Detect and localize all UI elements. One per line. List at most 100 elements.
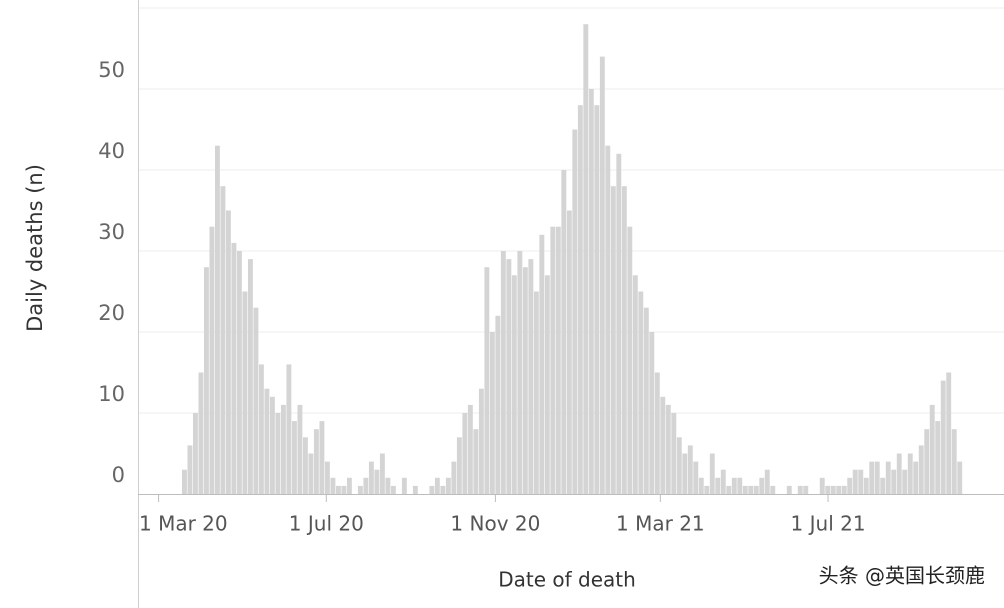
bar — [539, 234, 545, 495]
bar — [599, 56, 605, 494]
bar — [869, 461, 875, 494]
bar — [852, 469, 858, 494]
y-tick-label: 20 — [98, 301, 125, 325]
bar — [467, 404, 473, 494]
bar — [528, 259, 534, 494]
bar — [412, 485, 418, 494]
bar — [368, 461, 374, 494]
bar — [451, 461, 457, 494]
bar — [731, 477, 737, 494]
bar — [605, 145, 611, 494]
bar — [522, 267, 528, 494]
bar — [440, 485, 446, 494]
bar — [462, 413, 468, 494]
bar — [225, 210, 231, 494]
bar — [231, 242, 237, 494]
bar — [924, 429, 930, 494]
bar — [665, 404, 671, 494]
bar — [786, 485, 792, 494]
bar — [847, 477, 853, 494]
bar — [429, 485, 435, 494]
bar — [946, 372, 952, 494]
bar — [638, 291, 644, 494]
bar — [181, 469, 187, 494]
bar — [214, 145, 220, 494]
bar — [308, 453, 314, 494]
y-tick-label: 50 — [98, 58, 125, 82]
bar — [632, 275, 638, 494]
bar — [880, 477, 886, 494]
bar — [500, 251, 506, 494]
bar — [660, 396, 666, 494]
bar — [726, 485, 732, 494]
y-axis-label: Daily deaths (n) — [23, 164, 47, 332]
bar — [841, 485, 847, 494]
bar — [698, 477, 704, 494]
bar — [836, 485, 842, 494]
bar — [918, 445, 924, 494]
bar — [390, 485, 396, 494]
bar — [770, 485, 776, 494]
bar — [544, 275, 550, 494]
bar — [330, 477, 336, 494]
bar — [803, 485, 809, 494]
bar — [819, 477, 825, 494]
bar — [825, 485, 831, 494]
bar — [489, 332, 495, 494]
bar — [297, 404, 303, 494]
bar — [198, 372, 204, 494]
bar — [885, 461, 891, 494]
bar — [302, 437, 308, 494]
bar — [588, 89, 594, 494]
bar — [594, 105, 600, 494]
bar — [374, 469, 380, 494]
bar — [572, 129, 578, 494]
y-tick-label: 10 — [98, 382, 125, 406]
bar — [209, 226, 215, 494]
bar — [957, 461, 963, 494]
bar — [269, 396, 275, 494]
bar — [704, 485, 710, 494]
bar — [863, 477, 869, 494]
bar — [506, 259, 512, 494]
bar — [764, 469, 770, 494]
bar — [643, 307, 649, 494]
bar — [401, 477, 407, 494]
bar — [951, 429, 957, 494]
bar — [286, 364, 292, 494]
bar — [341, 485, 347, 494]
bar — [907, 453, 913, 494]
bar — [627, 226, 633, 494]
bar — [874, 461, 880, 494]
x-tick-label: 1 Mar 20 — [139, 512, 228, 536]
bar — [671, 413, 677, 494]
bar — [313, 429, 319, 494]
bar — [577, 105, 583, 494]
bar — [187, 445, 193, 494]
bar — [759, 477, 765, 494]
bar — [583, 24, 589, 494]
bar — [456, 437, 462, 494]
bar — [242, 291, 248, 494]
bar — [363, 477, 369, 494]
bar — [445, 477, 451, 494]
bar — [858, 469, 864, 494]
bar — [753, 485, 759, 494]
bar — [533, 291, 539, 494]
bar — [896, 453, 902, 494]
bar — [253, 307, 259, 494]
bar — [517, 251, 523, 494]
bar — [693, 461, 699, 494]
bar — [748, 485, 754, 494]
bar — [687, 445, 693, 494]
bar — [434, 477, 440, 494]
bar — [324, 461, 330, 494]
y-tick-label: 30 — [98, 220, 125, 244]
bar — [709, 453, 715, 494]
y-tick-label: 40 — [98, 139, 125, 163]
y-tick-label: 0 — [112, 463, 125, 487]
bar — [742, 485, 748, 494]
x-tick-label: 1 Nov 20 — [450, 512, 540, 536]
bar — [913, 461, 919, 494]
